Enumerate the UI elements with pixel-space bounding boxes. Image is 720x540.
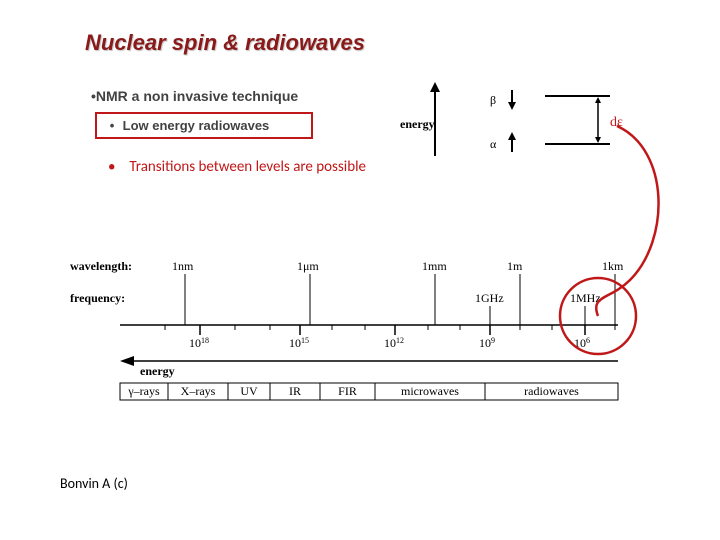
frequency-row-label: frequency: xyxy=(70,291,125,305)
energy-axis-label: energy xyxy=(400,117,435,131)
subtitle-row: •NMR a non invasive technique xyxy=(91,88,298,104)
energy-arrow-label: energy xyxy=(140,364,175,378)
slide-root: Nuclear spin & radiowaves •NMR a non inv… xyxy=(0,0,720,540)
wavelength-value: 1nm xyxy=(172,259,194,273)
frequency-exponent: 1018 xyxy=(189,336,209,351)
wavelength-value: 1km xyxy=(602,259,624,273)
highlighted-bullet-box: • Low energy radiowaves xyxy=(95,112,313,139)
bullet-dot-icon: • xyxy=(105,118,119,133)
alpha-label: α xyxy=(490,137,497,151)
bullet3-row: • Transitions between levels are possibl… xyxy=(108,158,366,176)
frequency-value: 1GHz xyxy=(475,291,504,305)
beta-label: β xyxy=(490,93,496,107)
bullet2-text: Low energy radiowaves xyxy=(123,118,270,133)
em-spectrum-diagram: wavelength: frequency: 1nm 1μm 1mm 1m 1km 1GHz 1… xyxy=(70,248,640,403)
subtitle-text: NMR a non invasive technique xyxy=(96,88,298,104)
band-label: microwaves xyxy=(401,384,459,398)
arrow-up-icon xyxy=(430,82,440,92)
wavelength-value: 1m xyxy=(507,259,523,273)
arrow-left-icon xyxy=(120,356,134,366)
bullet-dot-icon: • xyxy=(108,158,126,176)
frequency-exponent: 106 xyxy=(574,336,590,351)
frequency-exponent: 1015 xyxy=(289,336,309,351)
arrow-up-icon xyxy=(508,132,516,140)
bullet3-text: Transitions between levels are possible xyxy=(129,158,366,176)
band-label: X–rays xyxy=(181,384,216,398)
arrow-down-icon xyxy=(508,102,516,110)
band-label: FIR xyxy=(338,384,357,398)
page-title: Nuclear spin & radiowaves xyxy=(85,30,365,56)
frequency-exponent: 1012 xyxy=(384,336,404,351)
band-label: UV xyxy=(240,384,258,398)
footer-credit: Bonvin A (c) xyxy=(60,475,128,492)
band-label: radiowaves xyxy=(524,384,579,398)
frequency-value: 1MHz xyxy=(570,291,601,305)
wavelength-row-label: wavelength: xyxy=(70,259,132,273)
dE-label: dε xyxy=(610,115,623,130)
energy-level-diagram: energy β α dε xyxy=(400,78,660,178)
band-label: γ–rays xyxy=(127,384,160,398)
wavelength-value: 1mm xyxy=(422,259,447,273)
wavelength-value: 1μm xyxy=(297,259,319,273)
band-label: IR xyxy=(289,384,301,398)
frequency-exponent: 109 xyxy=(479,336,495,351)
